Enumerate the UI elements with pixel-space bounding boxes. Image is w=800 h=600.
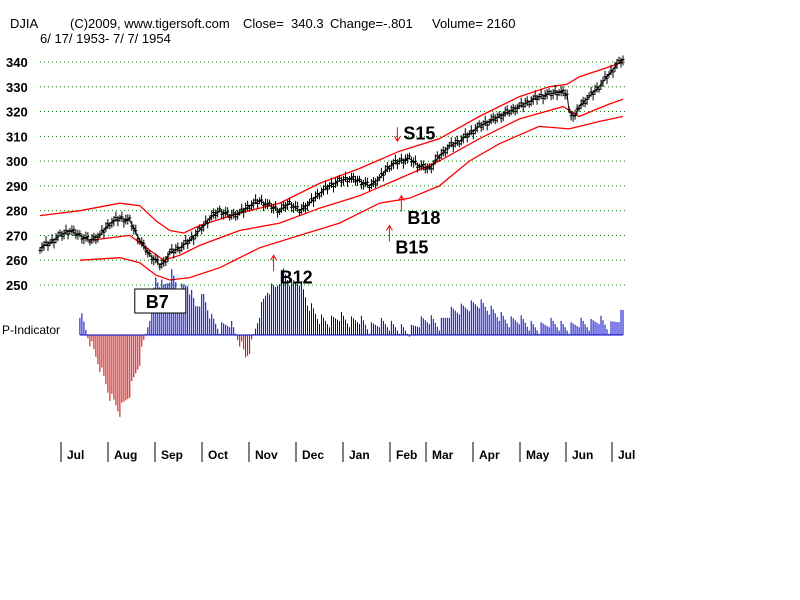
- header-date-range: 6/ 17/ 1953- 7/ 7/ 1954: [40, 31, 171, 46]
- header-close: Close= 340.3: [243, 16, 324, 31]
- price-grid: [40, 61, 625, 286]
- month-label-7: Feb: [396, 448, 417, 462]
- month-label-1: Aug: [114, 448, 137, 462]
- signal-b15-arrow: [385, 224, 393, 242]
- month-label-5: Dec: [302, 448, 324, 462]
- month-label-12: Jul: [618, 448, 635, 462]
- signal-b12-label: B12: [280, 267, 313, 287]
- band-line-middle-band: [89, 98, 624, 261]
- y-tick-label-300: 300: [6, 154, 28, 169]
- indicator-bars-positive: [79, 268, 624, 335]
- month-label-6: Jan: [349, 448, 370, 462]
- month-label-9: Apr: [479, 448, 500, 462]
- month-label-11: Jun: [572, 448, 593, 462]
- indicator-label: P-Indicator: [2, 323, 60, 337]
- signal-b7-label: B7: [146, 292, 169, 312]
- signal-annotations: B7 B12 B15 B18 S15: [134, 123, 440, 314]
- signal-b18-label: B18: [407, 208, 440, 228]
- signal-s15-arrow: [393, 127, 401, 143]
- price-bars: [38, 55, 625, 271]
- header-symbol: DJIA: [10, 16, 39, 31]
- signal-b18-arrow: [397, 194, 405, 212]
- header-change: Change=-.801: [330, 16, 413, 31]
- y-tick-label-310: 310: [6, 129, 28, 144]
- month-label-10: May: [526, 448, 550, 462]
- bands-layer: [39, 61, 624, 281]
- signal-s15-label: S15: [403, 123, 435, 143]
- month-label-4: Nov: [255, 448, 278, 462]
- indicator-bars-negative: [87, 335, 410, 417]
- signal-b12-arrow: [270, 254, 278, 272]
- month-axis: Jul Aug Sep Oct Nov Dec Jan Feb Mar Apr May Jun Jul: [60, 442, 635, 462]
- band-line-lower-band: [79, 115, 624, 281]
- price-axis-labels: 340 330 320 310 300 290 280 270 260 250: [6, 55, 28, 293]
- y-tick-label-250: 250: [6, 278, 28, 293]
- y-tick-label-320: 320: [6, 105, 28, 120]
- y-tick-label-280: 280: [6, 204, 28, 219]
- month-label-0: Jul: [67, 448, 84, 462]
- y-tick-label-260: 260: [6, 253, 28, 268]
- signal-b7-box: [134, 288, 187, 314]
- y-tick-label-340: 340: [6, 55, 28, 70]
- band-line-upper-band: [39, 61, 624, 234]
- price-layer: [38, 55, 625, 271]
- month-label-3: Oct: [208, 448, 228, 462]
- indicator-layer: [79, 268, 624, 417]
- month-label-2: Sep: [161, 448, 183, 462]
- header-volume: Volume= 2160: [432, 16, 516, 31]
- y-tick-label-330: 330: [6, 80, 28, 95]
- y-tick-label-290: 290: [6, 179, 28, 194]
- signal-b15-label: B15: [395, 238, 428, 258]
- month-label-8: Mar: [432, 448, 454, 462]
- y-tick-label-270: 270: [6, 228, 28, 243]
- header-copyright: (C)2009, www.tigersoft.com: [70, 16, 230, 31]
- price-line: [39, 59, 624, 266]
